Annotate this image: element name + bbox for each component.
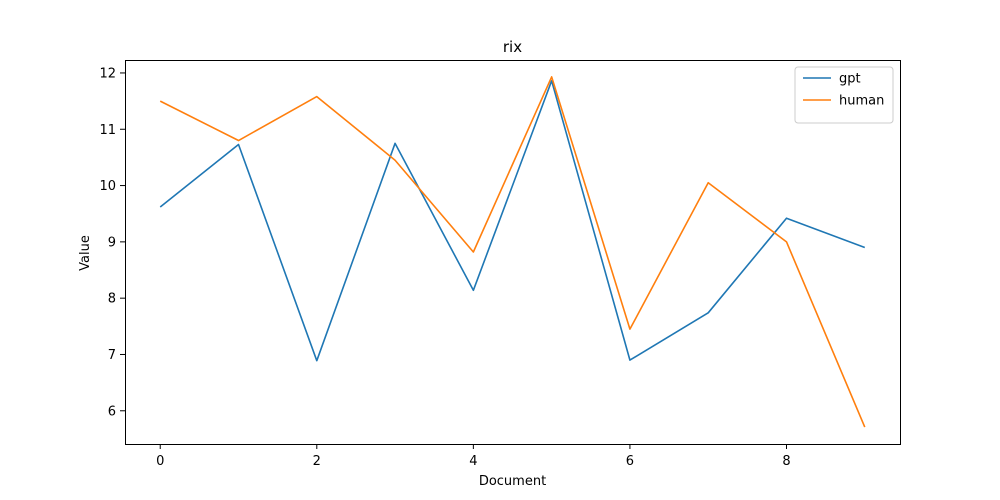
y-tick-label: 6 [108, 404, 116, 419]
x-tick-label: 4 [469, 454, 477, 469]
y-tick-label: 11 [99, 123, 116, 138]
x-tick-label: 2 [313, 454, 321, 469]
x-tick-label: 0 [156, 454, 164, 469]
series-line-gpt [159, 80, 866, 362]
chart-title: rix [503, 38, 522, 56]
y-axis-label: Value [78, 235, 93, 271]
y-tick-label: 10 [99, 179, 116, 194]
x-tick-label: 8 [782, 454, 790, 469]
y-tick-label: 12 [99, 66, 116, 81]
series-lines [159, 76, 866, 428]
y-axis: 6 7 8 9 10 11 12 [99, 66, 125, 419]
legend: gpt human [794, 66, 894, 124]
plot-area [125, 60, 901, 445]
y-tick-label: 7 [108, 348, 116, 363]
x-tick-label: 6 [626, 454, 634, 469]
x-axis: 0 2 4 6 8 [156, 444, 791, 469]
y-tick-label: 9 [108, 235, 116, 250]
legend-label-gpt: gpt [839, 72, 861, 87]
x-axis-label: Document [479, 474, 546, 489]
series-line-human [159, 76, 866, 428]
legend-label-human: human [839, 94, 884, 109]
y-tick-label: 8 [108, 292, 116, 307]
legend-box [794, 66, 894, 124]
